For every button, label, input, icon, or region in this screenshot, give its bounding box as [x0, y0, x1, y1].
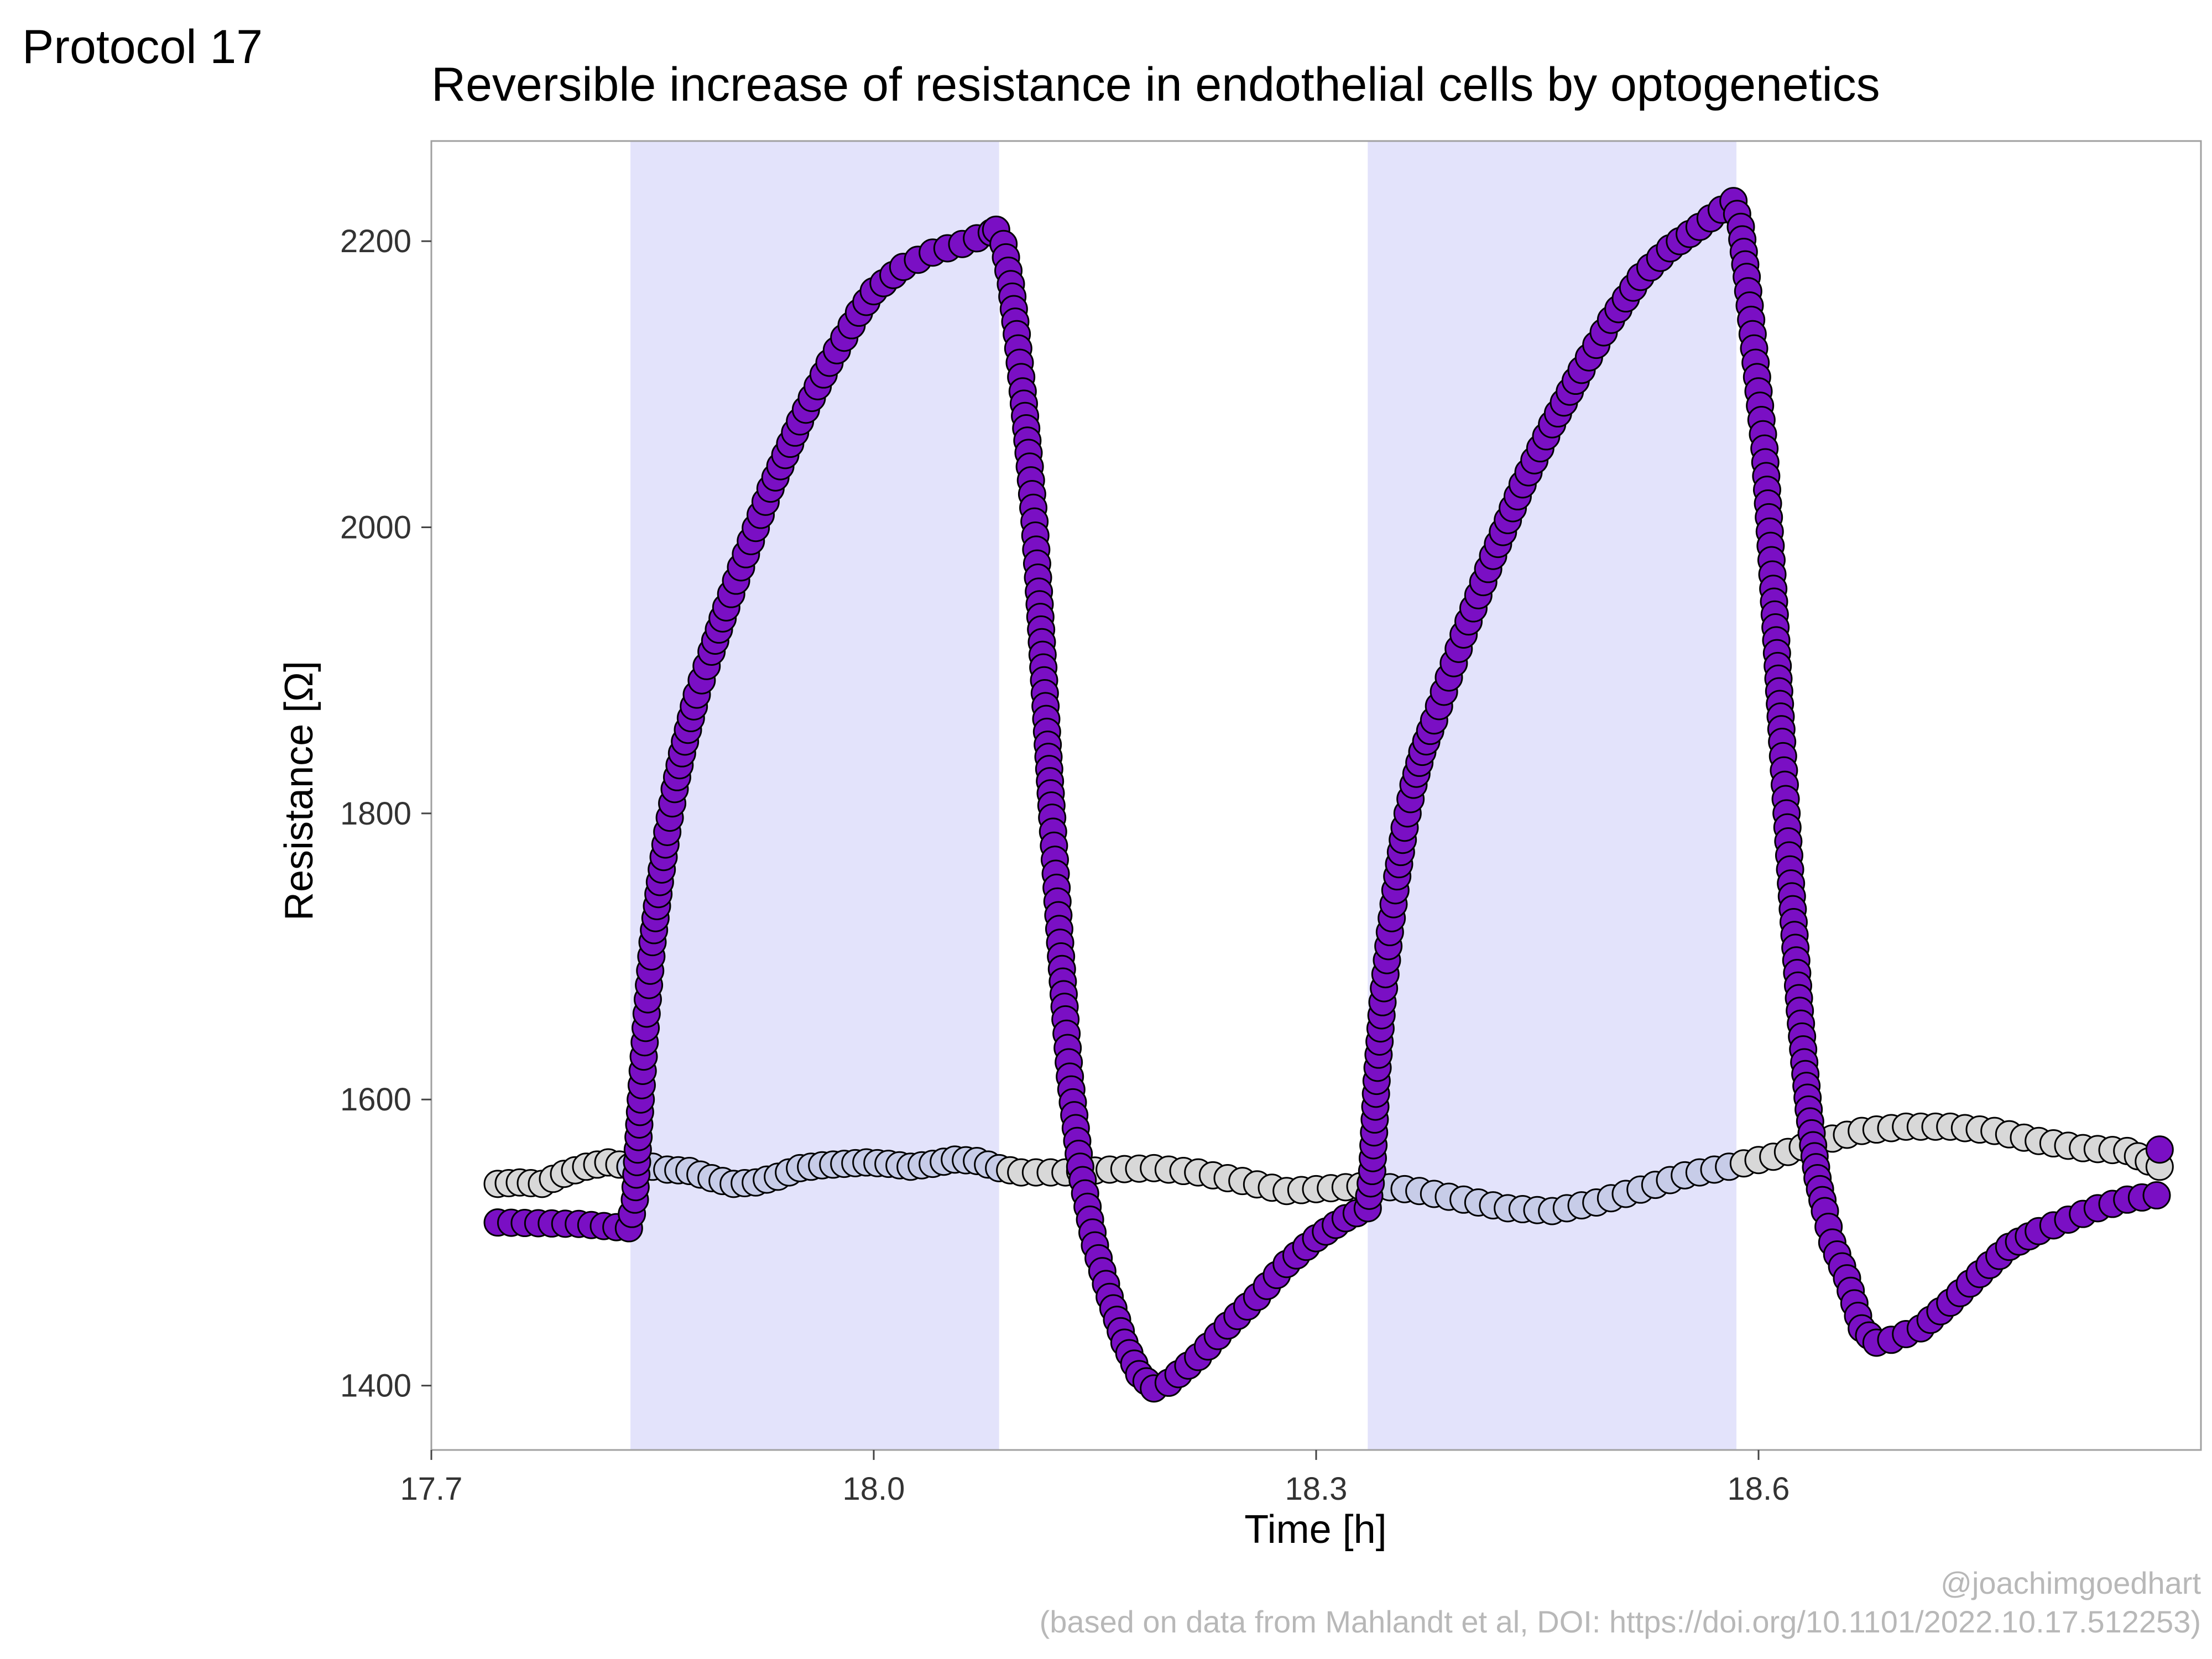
treated-point [2145, 1135, 2174, 1164]
x-tick-label: 18.3 [1285, 1471, 1348, 1507]
author-handle: @joachimgoedhart [1940, 1566, 2201, 1600]
chart-title: Reversible increase of resistance in end… [431, 58, 1880, 111]
light-periods [630, 141, 1736, 1450]
y-tick-label: 1800 [340, 796, 411, 832]
light-period-band [630, 141, 999, 1450]
y-axis-label: Resistance [Ω] [277, 661, 321, 921]
treated-point [2142, 1181, 2171, 1210]
y-axis: 1400 1600 1800 2000 2200 [340, 223, 431, 1404]
y-tick-label: 1600 [340, 1082, 411, 1118]
series-layer [483, 187, 2174, 1403]
y-tick-label: 1400 [340, 1368, 411, 1404]
data-source-caption: (based on data from Mahlandt et al, DOI:… [1039, 1604, 2201, 1639]
light-period-band [1368, 141, 1736, 1450]
x-axis-label: Time [h] [1244, 1507, 1386, 1552]
protocol-tag: Protocol 17 [22, 20, 263, 74]
x-axis: 17.7 18.0 18.3 18.6 [400, 1450, 1790, 1507]
x-tick-label: 18.6 [1728, 1471, 1790, 1507]
y-tick-label: 2200 [340, 223, 411, 259]
x-tick-label: 18.0 [843, 1471, 905, 1507]
y-tick-label: 2000 [340, 509, 411, 545]
x-tick-label: 17.7 [400, 1471, 463, 1507]
